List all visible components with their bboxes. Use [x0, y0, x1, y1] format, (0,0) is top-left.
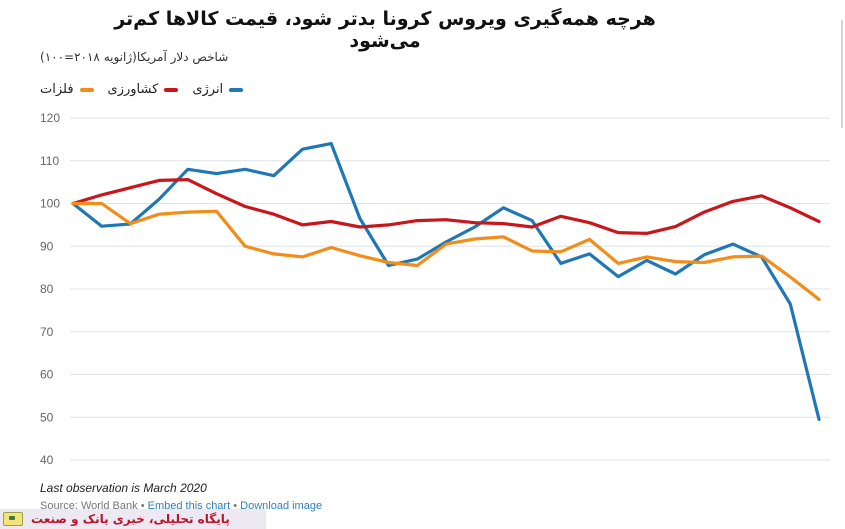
brand-text: پایگاه تحلیلی، خبری بانک و صنعت	[31, 512, 230, 526]
legend-swatch-agriculture	[164, 87, 179, 92]
page-edge-divider	[841, 20, 843, 128]
site-brand-bar: پایگاه تحلیلی، خبری بانک و صنعت	[0, 509, 266, 529]
y-tick-label: 100	[40, 197, 60, 211]
legend-item-energy[interactable]: انرژی	[192, 82, 244, 97]
chart-title: هرچه همه‌گیری ویروس کرونا بدتر شود، قیمت…	[114, 8, 656, 52]
legend-swatch-metals	[79, 87, 94, 92]
y-tick-label: 40	[40, 453, 54, 467]
legend-item-metals[interactable]: فلزات	[40, 82, 94, 97]
y-tick-label: 70	[40, 325, 54, 339]
source-separator: •	[140, 500, 145, 512]
legend-label-energy: انرژی	[192, 82, 224, 97]
y-tick-label: 120	[40, 111, 60, 125]
y-tick-label: 80	[40, 282, 54, 296]
line-chart: 120 110 100 90 80 70 60 50 40	[40, 111, 830, 467]
footnote: Last observation is March 2020	[40, 481, 207, 495]
series-line-metals[interactable]	[71, 201, 821, 301]
chart-subtitle: شاخص دلار آمریکا(ژانویه ۲۰۱۸=۱۰۰)	[40, 50, 229, 64]
chart-legend: انرژی کشاورزی فلزات	[40, 82, 244, 97]
y-tick-label: 50	[40, 410, 54, 424]
series-line-energy[interactable]	[71, 142, 821, 421]
y-tick-label: 90	[40, 239, 54, 253]
y-tick-label: 110	[40, 154, 59, 168]
bank-logo-icon	[3, 512, 23, 526]
legend-swatch-energy	[229, 87, 244, 92]
series-line-agriculture[interactable]	[71, 178, 821, 235]
y-tick-label: 60	[40, 368, 54, 382]
legend-item-agriculture[interactable]: کشاورزی	[108, 82, 179, 97]
legend-label-metals: فلزات	[40, 82, 74, 97]
source-separator: •	[233, 500, 238, 512]
grid-lines	[70, 117, 830, 461]
legend-label-agriculture: کشاورزی	[107, 82, 159, 97]
